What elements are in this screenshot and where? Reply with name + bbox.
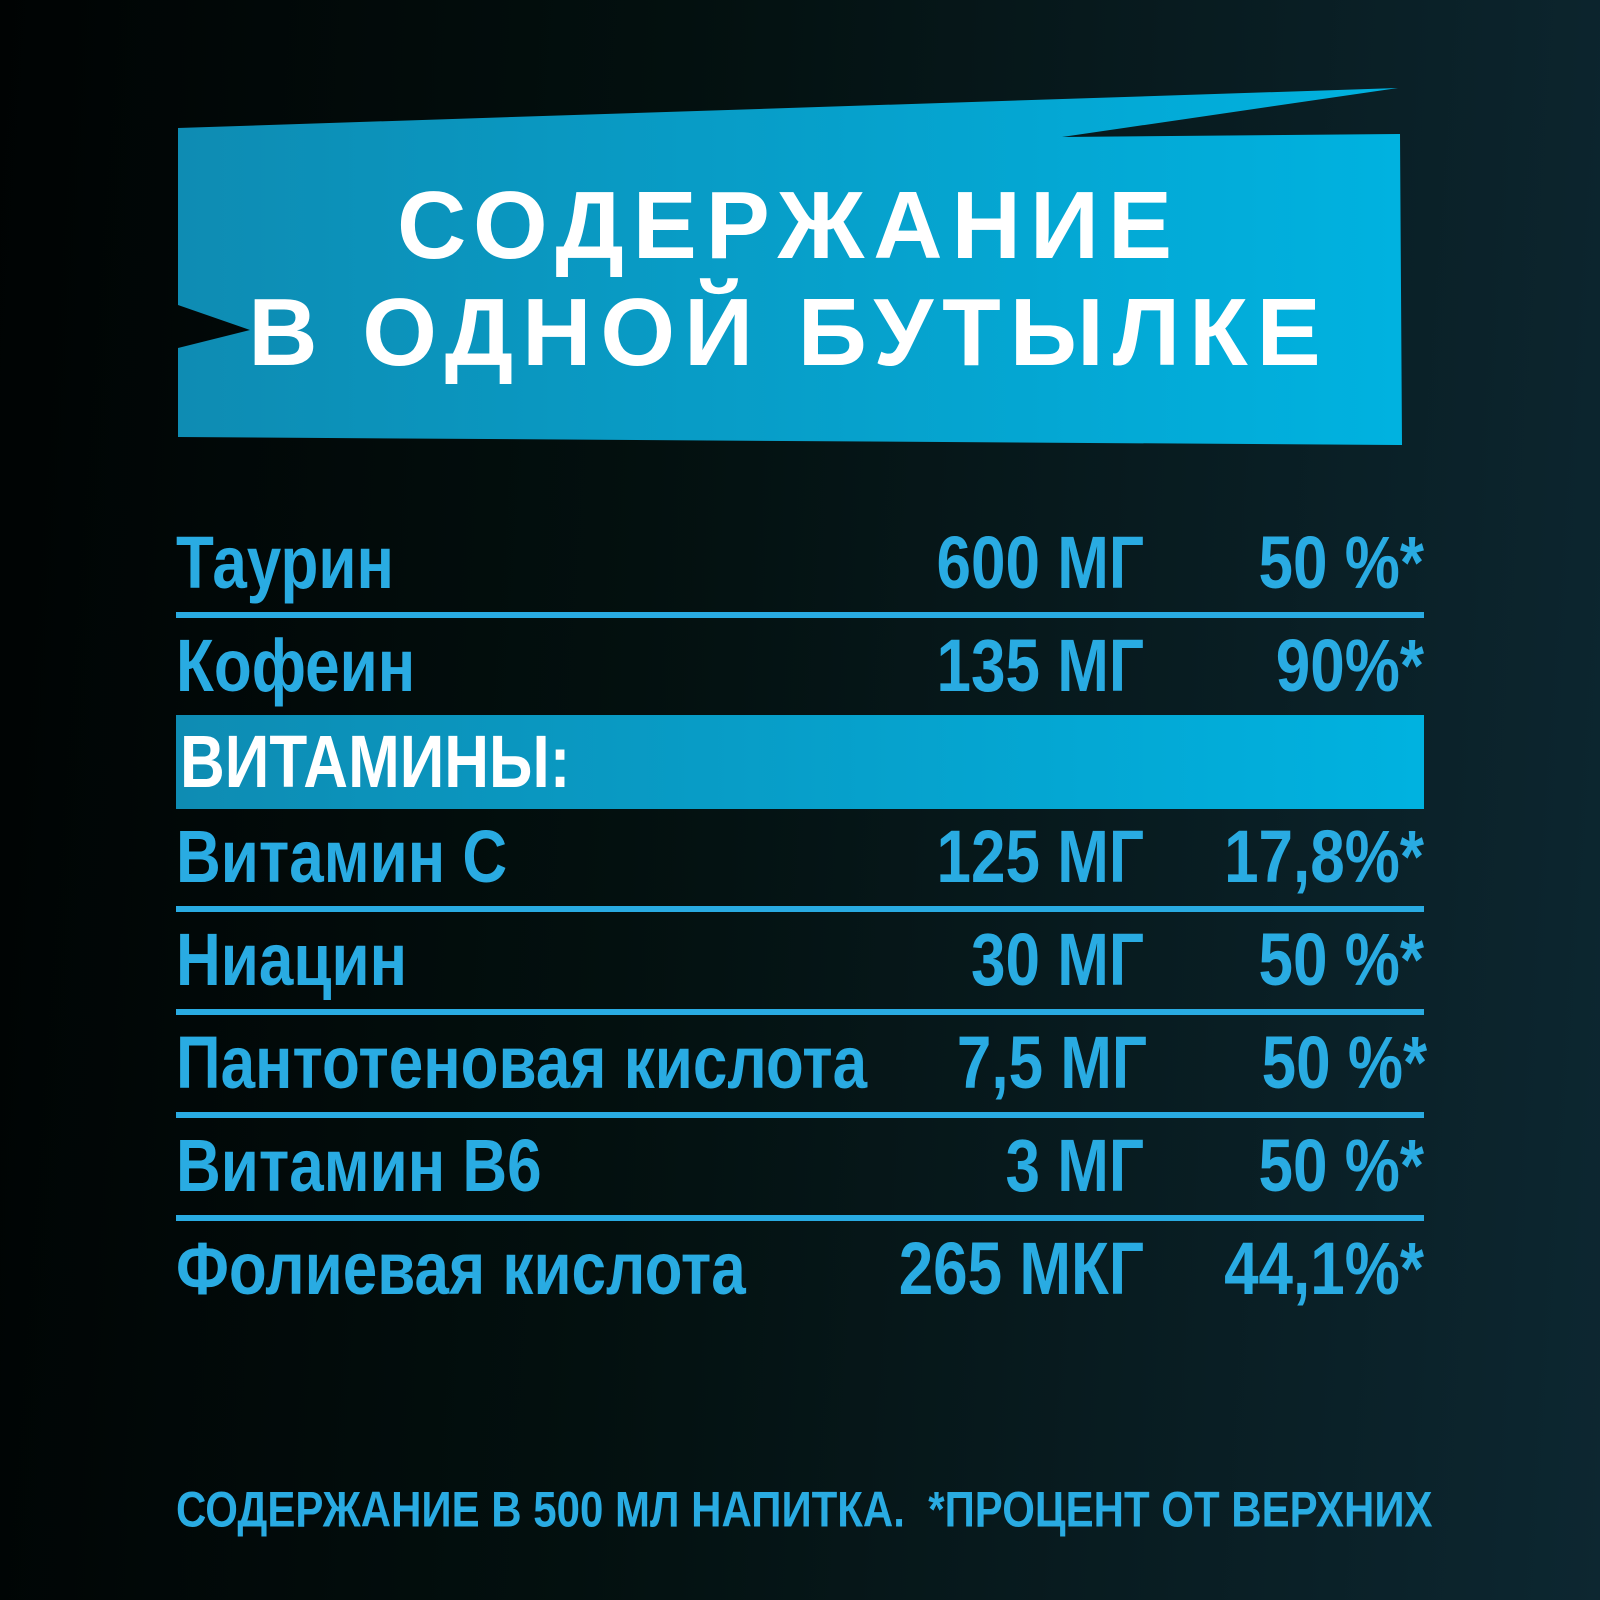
nutrition-table: Таурин 600 МГ 50 %* Кофеин 135 МГ 90%* В… bbox=[176, 515, 1428, 1318]
row-name: Пантотеновая кислота bbox=[176, 1022, 868, 1105]
page-title: СОДЕРЖАНИЕ В ОДНОЙ БУТЫЛКЕ bbox=[176, 172, 1402, 386]
banner-ribbon-shape bbox=[178, 88, 1402, 445]
banner-ribbon bbox=[178, 88, 1402, 445]
row-amount: 3 МГ bbox=[1005, 1125, 1144, 1208]
table-row: Ниацин 30 МГ 50 %* bbox=[176, 912, 1424, 1009]
row-divider bbox=[176, 612, 1424, 618]
row-percent: 50 %* bbox=[1258, 522, 1424, 605]
row-percent: 90%* bbox=[1275, 625, 1424, 708]
row-name: Витамин B6 bbox=[176, 1125, 542, 1208]
table-row: Витамин C 125 МГ 17,8%* bbox=[176, 809, 1424, 906]
table-row: Кофеин 135 МГ 90%* bbox=[176, 618, 1424, 715]
row-amount: 30 МГ bbox=[971, 919, 1144, 1002]
vitamins-section-label: ВИТАМИНЫ: bbox=[180, 720, 571, 804]
row-percent: 50 %* bbox=[1258, 919, 1424, 1002]
page-title-line2: В ОДНОЙ БУТЫЛКЕ bbox=[248, 279, 1330, 386]
table-row: Таурин 600 МГ 50 %* bbox=[176, 515, 1424, 612]
row-divider bbox=[176, 1215, 1424, 1221]
row-divider bbox=[176, 906, 1424, 912]
footnote-line1: СОДЕРЖАНИЕ В 500 МЛ НАПИТКА. *ПРОЦЕНТ ОТ… bbox=[176, 1480, 1433, 1538]
row-percent: 50 %* bbox=[1261, 1022, 1428, 1105]
table-row: Пантотеновая кислота 7,5 МГ 50 %* bbox=[176, 1015, 1428, 1112]
table-row: Фолиевая кислота 265 МКГ 44,1%* bbox=[176, 1221, 1424, 1318]
row-divider bbox=[176, 1009, 1424, 1015]
row-percent: 44,1%* bbox=[1224, 1228, 1424, 1311]
row-name: Кофеин bbox=[176, 625, 416, 708]
row-name: Витамин C bbox=[176, 816, 508, 899]
row-percent: 17,8%* bbox=[1224, 816, 1424, 899]
row-name: Ниацин bbox=[176, 919, 408, 1002]
row-amount: 7,5 МГ bbox=[956, 1022, 1148, 1105]
row-amount: 265 МКГ bbox=[898, 1228, 1144, 1311]
row-divider bbox=[176, 1112, 1424, 1118]
page-title-line1: СОДЕРЖАНИЕ bbox=[397, 172, 1181, 279]
row-percent: 50 %* bbox=[1258, 1125, 1424, 1208]
row-amount: 600 МГ bbox=[936, 522, 1144, 605]
row-name: Таурин bbox=[176, 522, 394, 605]
row-name: Фолиевая кислота bbox=[176, 1228, 746, 1311]
row-amount: 125 МГ bbox=[936, 816, 1144, 899]
row-amount: 135 МГ bbox=[936, 625, 1144, 708]
footnote: СОДЕРЖАНИЕ В 500 МЛ НАПИТКА. *ПРОЦЕНТ ОТ… bbox=[176, 1374, 1476, 1600]
table-row: Витамин B6 3 МГ 50 %* bbox=[176, 1118, 1424, 1215]
vitamins-section-header: ВИТАМИНЫ: bbox=[176, 715, 1424, 809]
